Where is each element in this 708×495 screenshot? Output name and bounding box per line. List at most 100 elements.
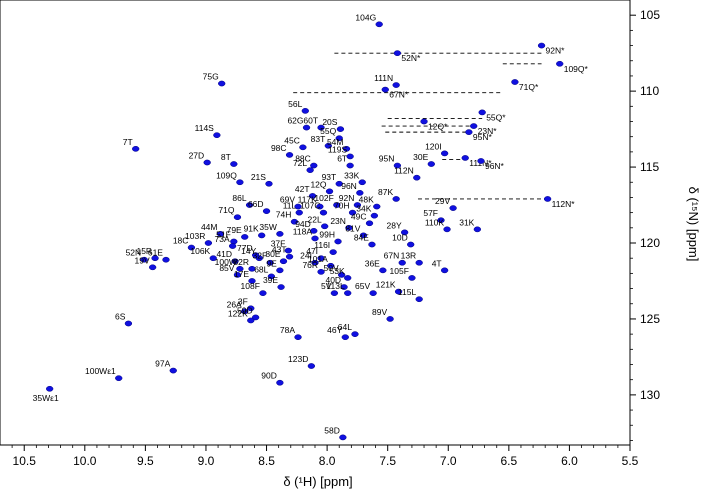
peak-label: 100Wε1 [85,366,116,376]
peak-marker [398,259,406,266]
peak-label: 42T [295,184,310,194]
peak-label: 36E [365,258,380,268]
peak-label: 41D [216,249,232,259]
peak-label: 66D [248,199,264,209]
peak-label: 71Q* [519,82,539,92]
peak-label: 76R [302,260,318,270]
peak-marker [306,167,314,173]
peak-label: 3F [238,296,248,306]
peak-marker [247,317,255,324]
peak-label: 99H [319,229,335,239]
peak-label: 12Q [310,179,326,189]
peak-label: 9E [266,258,277,268]
peak-marker [115,375,123,382]
peak-label: 8T [221,152,231,162]
peak-marker [369,290,377,296]
peak-marker [351,331,359,337]
peak-marker [279,258,288,265]
x-tick-label: 6.0 [561,454,578,468]
peak-label: 79E [227,225,242,235]
peak-marker [290,218,299,225]
x-tick-label: 9.0 [198,454,215,468]
peak-label: 81V [345,223,360,233]
peak-marker [353,202,362,208]
peak-label: 22L [308,214,322,224]
peak-marker [543,196,552,202]
peak-label: 17E [234,269,249,279]
y-tick-label: 110 [640,84,659,98]
peak-marker [440,267,449,274]
peak-label: 113L [326,281,345,291]
peak-label: 114S [195,123,215,133]
peak-marker [393,50,402,57]
peak-label: 70H [334,201,350,211]
peak-marker [265,180,273,187]
peak-label: 86L [232,193,246,203]
peak-label: 32F [253,251,268,261]
peak-marker [465,129,473,135]
peak-marker [392,82,400,88]
peak-label: 56L [288,99,302,109]
peak-marker [204,240,213,246]
peak-marker [537,42,546,49]
peak-marker [301,108,309,114]
peak-label: 116I [314,240,330,250]
peak-marker [373,203,381,210]
peak-marker [247,305,255,312]
peak-label: 11L [283,201,297,211]
peak-marker [437,217,445,224]
peak-label: 48K [359,195,374,205]
peak-label: 80E [265,249,280,259]
peak-marker [325,188,334,195]
peak-marker [255,255,263,262]
peak-label: 117K [298,195,318,205]
peak-label: 24I [300,251,312,261]
peak-marker [162,256,170,263]
peak-label: 47I [306,246,318,256]
peak-marker [132,145,140,152]
peak-label: 110K [425,217,445,227]
peak-marker [149,264,157,271]
peak-marker [248,278,256,284]
peak-marker [228,243,237,249]
peak-label: 60T [303,116,318,126]
peak-label: 28Y [387,220,402,230]
peak-label: 13R [401,251,417,261]
peak-label: 12Q* [428,122,448,132]
peak-marker [277,284,285,290]
peak-marker [310,228,318,234]
peak-label: 52N* [401,53,421,63]
peak-label: 67N [384,251,400,261]
peak-label: 14Y [241,246,256,256]
peak-marker [266,259,274,266]
peak-marker [151,255,159,262]
peak-marker [334,238,342,245]
x-tick-label: 8.5 [258,454,275,468]
peak-label: 29V [435,196,450,206]
peak-marker [236,179,244,186]
peak-marker [473,226,481,233]
peak-label: 100W [215,257,237,267]
peak-label: 77D [237,243,253,253]
x-axis-ticks: 10.5 10.0 9.5 9.0 8.5 8.0 7.5 7.0 6.5 6.0 5.5 [11,445,639,468]
peak-label: 82R [233,257,249,267]
peak-marker [461,155,469,161]
peak-label: 34K [356,204,371,214]
peak-marker [319,209,328,216]
peak-label: 55Q [320,126,336,136]
peak-label: 6S [115,311,126,321]
peak-marker [556,60,564,67]
peak-marker [245,202,254,208]
peak-label: 104G [355,12,376,22]
peak-marker [241,308,249,315]
peak-marker [258,232,266,239]
peak-marker [344,290,352,296]
peak-marker [251,314,260,321]
peak-marker [342,145,351,152]
peak-marker [317,124,325,131]
peak-label: 55Q* [486,112,506,122]
peak-label: 73A [214,234,229,244]
peak-marker [375,21,383,28]
peak-label: 122K [228,308,248,318]
peak-label: 109Q* [564,64,589,74]
